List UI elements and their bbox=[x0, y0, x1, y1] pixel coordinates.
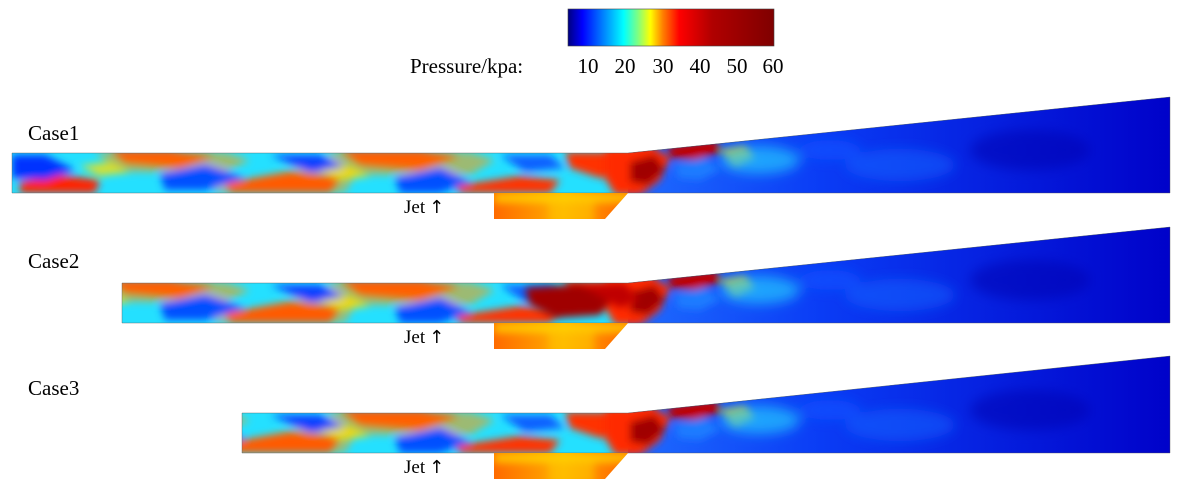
case3-jet-label: Jet ↑ bbox=[404, 458, 444, 477]
colorbar-tick-label: 50 bbox=[726, 54, 748, 78]
jet-text: Jet bbox=[404, 457, 426, 478]
case3-duct bbox=[241, 355, 1171, 454]
case2-label: Case2 bbox=[28, 249, 80, 273]
case3-label: Case3 bbox=[28, 376, 80, 400]
colorbar-tick-label: 10 bbox=[577, 54, 599, 78]
colorbar-tick-label: 20 bbox=[614, 54, 636, 78]
colorbar-title: Pressure/kpa: bbox=[410, 54, 524, 78]
case1-jet-label: Jet ↑ bbox=[404, 198, 444, 217]
jet-arrow-icon: ↑ bbox=[429, 197, 445, 218]
case2-duct bbox=[121, 226, 1171, 324]
case1-label: Case1 bbox=[28, 121, 80, 145]
case1-duct bbox=[11, 96, 1171, 194]
case2-cavity bbox=[494, 323, 634, 363]
case2-jet-label: Jet ↑ bbox=[404, 328, 444, 347]
jet-text: Jet bbox=[404, 327, 426, 348]
colorbar-gradient bbox=[567, 8, 775, 47]
colorbar-tick-label: 30 bbox=[652, 54, 674, 78]
jet-text: Jet bbox=[404, 197, 426, 218]
colorbar-tick-label: 40 bbox=[689, 54, 711, 78]
colorbar-tick-label: 60 bbox=[762, 54, 784, 78]
case1-cavity bbox=[494, 193, 634, 233]
jet-arrow-icon: ↑ bbox=[429, 327, 445, 348]
case3-cavity bbox=[494, 453, 634, 489]
jet-arrow-icon: ↑ bbox=[429, 457, 445, 478]
